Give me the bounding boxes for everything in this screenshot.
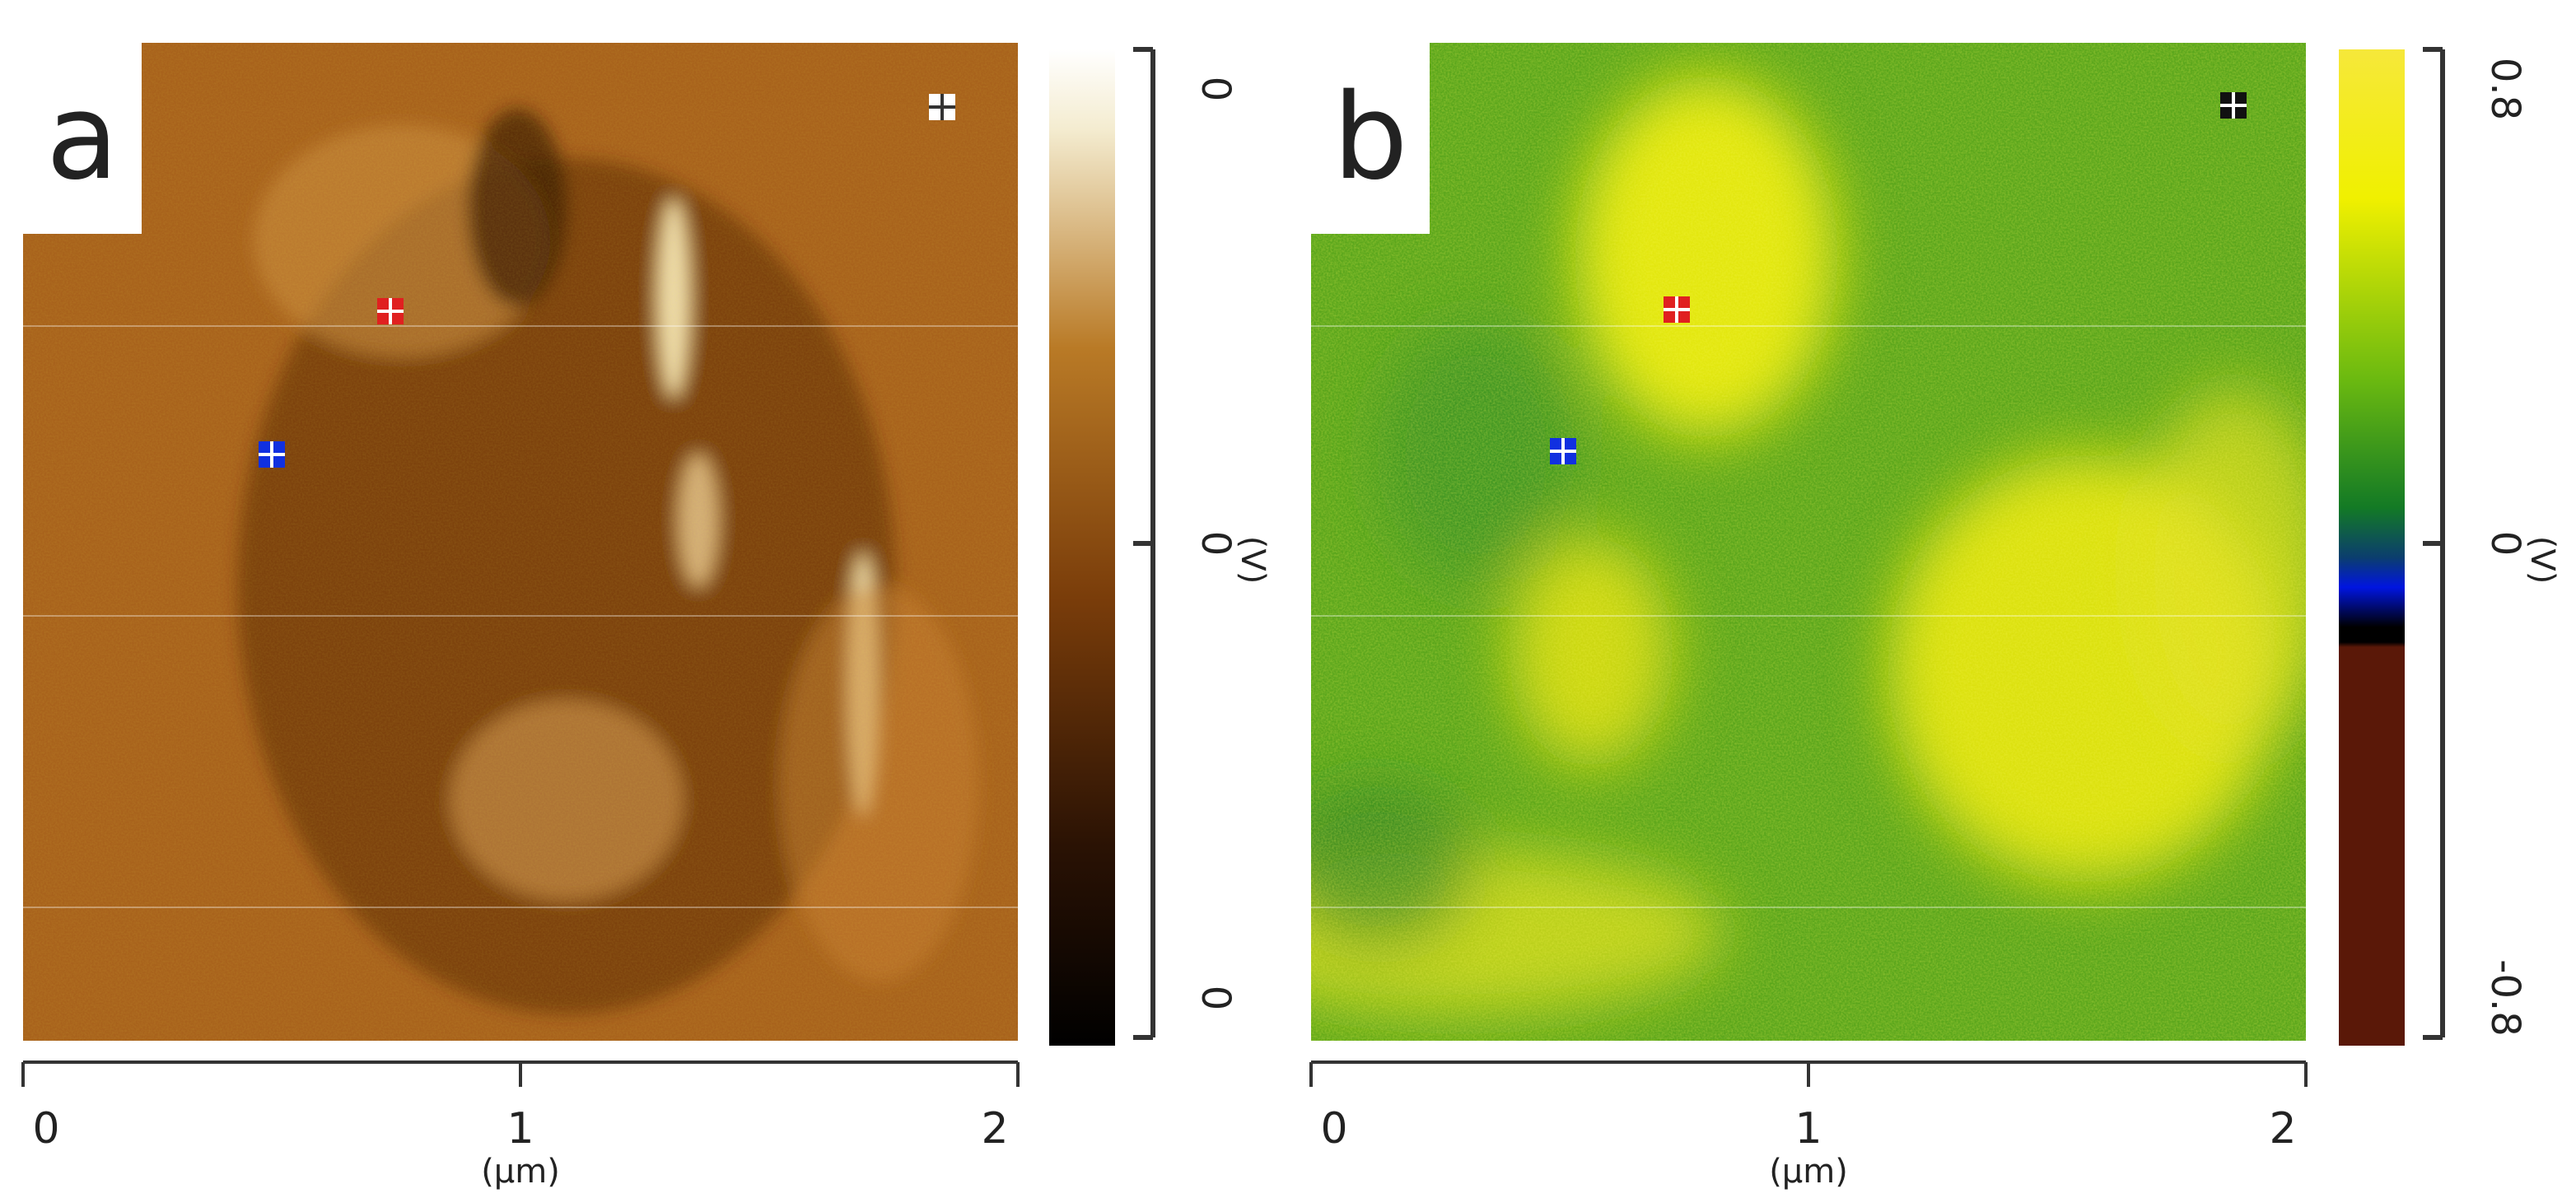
marker-cross: [929, 94, 955, 120]
colorbar-unit: (V): [1234, 536, 1272, 585]
marker-cross: [1664, 296, 1690, 323]
panel: a0 1 2(µm)000(V): [21, 43, 1272, 1191]
panel: b 0 1 2 (µm) 0.8 0 -0.8 (V): [1309, 43, 2561, 1191]
marker-cross: [1550, 438, 1576, 464]
colorbar-tick-label: 0: [1192, 77, 1239, 102]
texture: [1311, 43, 2306, 1041]
afm-image: [1311, 43, 2306, 1041]
x-axis-unit: (µm): [1769, 1153, 1848, 1191]
panel-label: a: [46, 68, 119, 206]
panel-label: b: [1332, 68, 1407, 206]
marker-cross: [259, 441, 285, 468]
colorbar: [2339, 49, 2405, 1046]
texture: [23, 43, 1018, 1041]
x-tick-label: 1: [506, 1104, 534, 1154]
x-axis-unit: (µm): [481, 1153, 560, 1191]
x-tick-label: 1: [1794, 1104, 1822, 1154]
x-tick-label: 0: [32, 1104, 59, 1154]
colorbar-tick-label: 0: [1192, 986, 1239, 1011]
colorbar-unit: (V): [2523, 536, 2561, 585]
colorbar-tick-label: 0.8: [2482, 58, 2528, 120]
colorbar-tick-label: 0: [1192, 531, 1239, 557]
colorbar: [1049, 49, 1115, 1046]
colorbar-tick-label: 0: [2482, 531, 2528, 557]
marker-cross: [2220, 92, 2247, 119]
colorbar-tick-label: -0.8: [2482, 959, 2528, 1037]
afm-image: [23, 43, 1018, 1041]
marker-cross: [377, 298, 404, 324]
x-tick-label: 2: [981, 1104, 1008, 1154]
x-tick-label: 0: [1320, 1104, 1347, 1154]
x-tick-label: 2: [2269, 1104, 2296, 1154]
